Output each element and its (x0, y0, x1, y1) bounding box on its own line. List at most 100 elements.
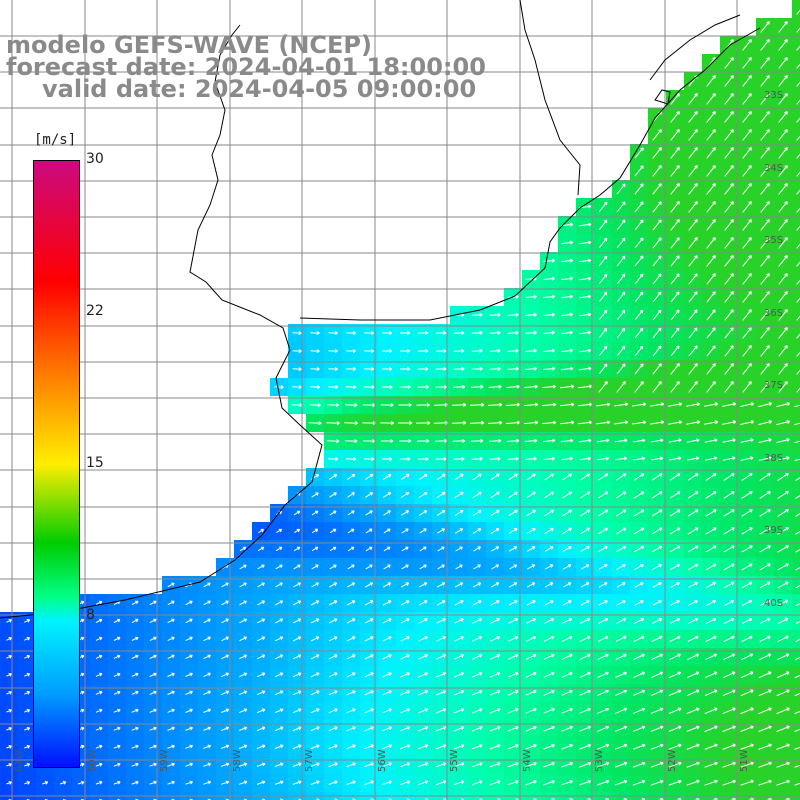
wind-arrow (688, 255, 698, 267)
wind-arrow (758, 420, 773, 426)
wind-arrow (256, 780, 266, 785)
wind-arrow (542, 384, 556, 389)
wind-arrow (722, 761, 736, 768)
wind-cell (792, 342, 800, 360)
wind-arrow (24, 672, 31, 677)
wind-arrow (597, 635, 609, 642)
wind-arrow (345, 385, 357, 390)
wind-arrow (652, 291, 662, 303)
wind-arrow (758, 779, 772, 786)
wind-arrow (706, 581, 717, 588)
wind-arrow (650, 779, 664, 786)
wind-arrow (742, 327, 752, 339)
wind-arrow (776, 438, 790, 444)
wind-arrow (740, 438, 754, 443)
wind-arrow (561, 780, 573, 786)
wind-arrow (455, 564, 463, 570)
wind-arrow (651, 509, 663, 517)
wind-arrow (776, 653, 790, 661)
wind-arrow (491, 546, 500, 552)
wind-arrow (616, 381, 626, 393)
wind-arrow (167, 708, 175, 713)
wind-arrow (346, 618, 356, 624)
wind-arrow (794, 764, 800, 768)
wind-arrow (185, 744, 193, 749)
wind-arrow (741, 563, 753, 571)
wind-arrow (615, 707, 628, 714)
wind-arrow (616, 255, 626, 267)
wind-arrow (203, 672, 211, 678)
wind-arrow (6, 691, 13, 695)
wind-arrow (723, 527, 735, 535)
wind-arrow (562, 600, 572, 606)
wind-arrow (740, 743, 754, 750)
wind-arrow (435, 744, 447, 750)
wind-arrow (473, 564, 481, 570)
wind-arrow (507, 653, 519, 660)
wind-arrow (42, 780, 49, 785)
wind-arrow (310, 726, 320, 732)
wind-arrow (723, 491, 735, 499)
wind-arrow (239, 636, 248, 642)
wind-arrow (274, 636, 284, 642)
wind-arrow (185, 636, 193, 642)
wind-arrow (453, 384, 466, 389)
wind-arrow (634, 617, 645, 624)
wind-arrow (59, 780, 67, 785)
wind-arrow (292, 654, 302, 660)
wind-arrow (652, 219, 662, 231)
wind-arrow (310, 744, 320, 750)
wind-arrow (525, 725, 537, 732)
wind-arrow (488, 402, 503, 407)
wind-arrow (778, 183, 788, 195)
wind-arrow (471, 708, 483, 714)
wind-arrow (185, 618, 193, 624)
wind-arrow (724, 381, 734, 393)
wind-arrow (650, 707, 664, 714)
wind-arrow (488, 384, 502, 389)
wind-arrow (526, 473, 536, 481)
wind-arrow (275, 546, 283, 552)
wind-arrow (382, 473, 392, 481)
wind-arrow (759, 509, 771, 517)
wind-arrow (328, 744, 338, 750)
wind-arrow (113, 780, 121, 785)
wind-arrow (796, 153, 800, 159)
wind-arrow (670, 345, 680, 357)
wind-arrow (274, 708, 284, 714)
wind-arrow (418, 492, 428, 498)
wind-arrow (543, 348, 555, 353)
wind-arrow (651, 473, 663, 481)
wind-arrow (596, 402, 611, 407)
wind-arrow (203, 726, 211, 731)
wind-arrow (724, 201, 734, 213)
wind-arrow (686, 438, 700, 443)
wind-arrow (471, 366, 483, 371)
wind-arrow (329, 546, 337, 552)
wind-arrow (526, 546, 536, 552)
wind-arrow (525, 780, 537, 786)
wind-arrow (525, 671, 537, 678)
wind-arrow (544, 491, 554, 499)
wind-arrow (651, 545, 663, 553)
wind-arrow (471, 672, 483, 678)
wind-arrow (741, 653, 754, 661)
wind-arrow (203, 744, 212, 749)
wind-arrow (724, 291, 734, 303)
wind-arrow (796, 369, 800, 375)
wind-arrow (455, 528, 464, 534)
wind-arrow (597, 707, 609, 714)
wind-arrow (722, 671, 736, 679)
wind-arrow (688, 581, 698, 588)
wind-arrow (687, 653, 700, 661)
wind-arrow (578, 222, 592, 227)
wind-arrow (239, 546, 247, 552)
wind-arrow (687, 635, 699, 642)
wind-arrow (416, 438, 430, 443)
wind-arrow (578, 438, 592, 443)
wind-arrow (167, 726, 175, 731)
wind-arrow (292, 385, 302, 390)
wind-arrow (113, 726, 121, 731)
wind-arrow (560, 438, 574, 443)
wind-arrow (560, 384, 575, 389)
